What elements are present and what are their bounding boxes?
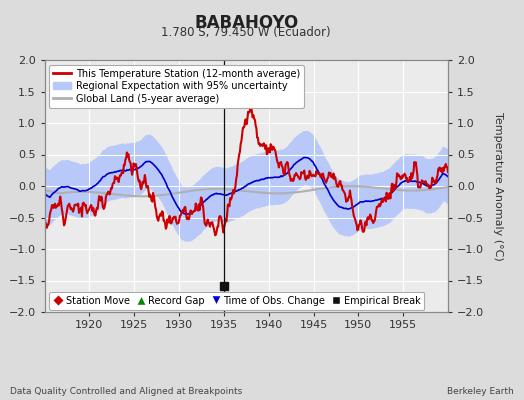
Y-axis label: Temperature Anomaly (°C): Temperature Anomaly (°C) xyxy=(493,112,503,260)
Text: 1.780 S, 79.450 W (Ecuador): 1.780 S, 79.450 W (Ecuador) xyxy=(161,26,331,39)
Text: BABAHOYO: BABAHOYO xyxy=(194,14,298,32)
Legend: Station Move, Record Gap, Time of Obs. Change, Empirical Break: Station Move, Record Gap, Time of Obs. C… xyxy=(49,292,424,310)
Text: Berkeley Earth: Berkeley Earth xyxy=(447,387,514,396)
Text: Data Quality Controlled and Aligned at Breakpoints: Data Quality Controlled and Aligned at B… xyxy=(10,387,243,396)
